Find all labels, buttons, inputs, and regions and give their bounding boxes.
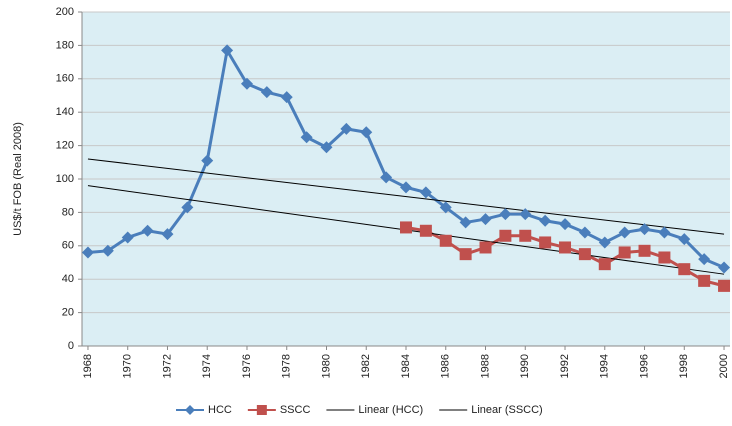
point (598, 258, 611, 271)
point (698, 253, 711, 266)
legend-label: SSCC (280, 404, 311, 416)
legend-label: Linear (SSCC) (471, 404, 543, 416)
point (439, 234, 452, 247)
x-tick-label: 1980 (320, 354, 332, 378)
x-tick-label: 1986 (440, 354, 452, 378)
x-tick-label: 1976 (241, 354, 253, 378)
y-tick-label: 160 (56, 73, 74, 85)
point (519, 208, 532, 221)
x-tick-label: 1968 (82, 354, 94, 378)
point (479, 241, 492, 254)
x-tick-label: 1974 (201, 354, 213, 378)
point (360, 126, 373, 139)
point (201, 154, 214, 167)
legend-label: Linear (HCC) (358, 404, 423, 416)
legend-marker (185, 405, 195, 415)
point (718, 279, 731, 292)
y-tick-label: 80 (62, 206, 74, 218)
point (459, 216, 472, 229)
point (499, 208, 512, 221)
x-tick-label: 1988 (479, 354, 491, 378)
point (578, 226, 591, 239)
point (658, 251, 671, 264)
point (340, 122, 353, 135)
point (240, 77, 253, 90)
point (539, 236, 552, 249)
point (539, 214, 552, 227)
x-tick-label: 1970 (122, 354, 134, 378)
point (400, 221, 412, 234)
point (439, 201, 452, 214)
y-tick-label: 100 (56, 173, 74, 185)
x-tick-label: 2000 (718, 354, 730, 378)
y-tick-label: 180 (56, 39, 74, 51)
x-tick-label: 1992 (559, 354, 571, 378)
point (718, 261, 731, 274)
point (459, 248, 472, 261)
x-tick-label: 1996 (638, 354, 650, 378)
point (678, 263, 691, 276)
point (300, 131, 313, 144)
x-tick-label: 1984 (400, 354, 412, 378)
point (181, 201, 194, 214)
x-tick-label: 1982 (360, 354, 372, 378)
point (578, 248, 591, 261)
x-tick-label: 1972 (161, 354, 173, 378)
legend-marker (256, 405, 267, 415)
y-tick-label: 140 (56, 106, 74, 118)
x-tick-label: 1990 (519, 354, 531, 378)
trend-line (87, 158, 725, 235)
y-tick-label: 0 (68, 340, 74, 352)
y-tick-label: 40 (62, 273, 74, 285)
point (81, 246, 94, 259)
legend-label: HCC (208, 404, 232, 416)
x-tick-label: 1978 (281, 354, 293, 378)
point (698, 274, 711, 287)
point (559, 241, 572, 254)
y-axis-label: US$/t FOB (Real 2008) (12, 122, 24, 236)
point (559, 218, 572, 231)
x-tick-label: 1994 (599, 354, 611, 378)
point (419, 224, 432, 237)
y-tick-label: 20 (62, 307, 74, 319)
point (221, 44, 234, 57)
point (618, 246, 631, 259)
point (419, 186, 432, 199)
point (519, 229, 532, 242)
y-tick-label: 60 (62, 240, 74, 252)
point (320, 141, 333, 154)
point (121, 231, 134, 244)
point (598, 236, 611, 249)
point (658, 226, 671, 239)
point (678, 233, 691, 246)
point (161, 228, 174, 241)
point (479, 213, 492, 226)
point (638, 223, 651, 236)
y-tick-label: 200 (56, 6, 74, 18)
y-tick-label: 120 (56, 140, 74, 152)
point (260, 86, 273, 99)
point (380, 171, 393, 184)
x-tick-label: 1998 (678, 354, 690, 378)
point (499, 229, 512, 242)
point (400, 181, 412, 194)
point (638, 244, 651, 257)
point (618, 226, 631, 239)
point (141, 224, 154, 237)
point (280, 91, 293, 104)
point (101, 244, 114, 257)
